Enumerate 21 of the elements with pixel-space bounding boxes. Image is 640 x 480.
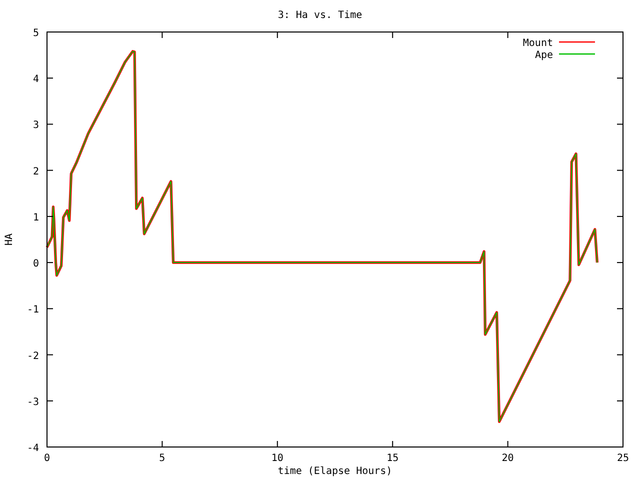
y-tick-label: -4 bbox=[26, 443, 39, 454]
y-tick-label: -1 bbox=[26, 304, 39, 316]
legend-label: Ape bbox=[534, 50, 553, 61]
x-tick-label: 5 bbox=[159, 453, 166, 464]
y-tick-label: 3 bbox=[32, 120, 39, 132]
x-tick-label: 10 bbox=[271, 453, 284, 464]
y-tick-label: -2 bbox=[26, 350, 39, 362]
x-tick-label: 15 bbox=[386, 453, 399, 464]
y-axis-title: HA bbox=[4, 233, 15, 246]
x-tick-label: 25 bbox=[616, 453, 630, 464]
legend-label: Mount bbox=[522, 38, 553, 49]
x-axis-title: time (Elapse Hours) bbox=[278, 466, 392, 477]
y-tick-label: 1 bbox=[32, 212, 39, 224]
x-tick-label: 20 bbox=[502, 453, 514, 464]
x-tick-label: 0 bbox=[44, 453, 50, 464]
y-tick-label: -3 bbox=[26, 396, 39, 408]
y-tick-label: 0 bbox=[32, 258, 39, 270]
y-tick-label: 5 bbox=[32, 28, 39, 39]
y-tick-label: 4 bbox=[32, 74, 39, 86]
y-tick-label: 2 bbox=[32, 166, 39, 178]
chart-title: 3: Ha vs. Time bbox=[278, 10, 362, 21]
